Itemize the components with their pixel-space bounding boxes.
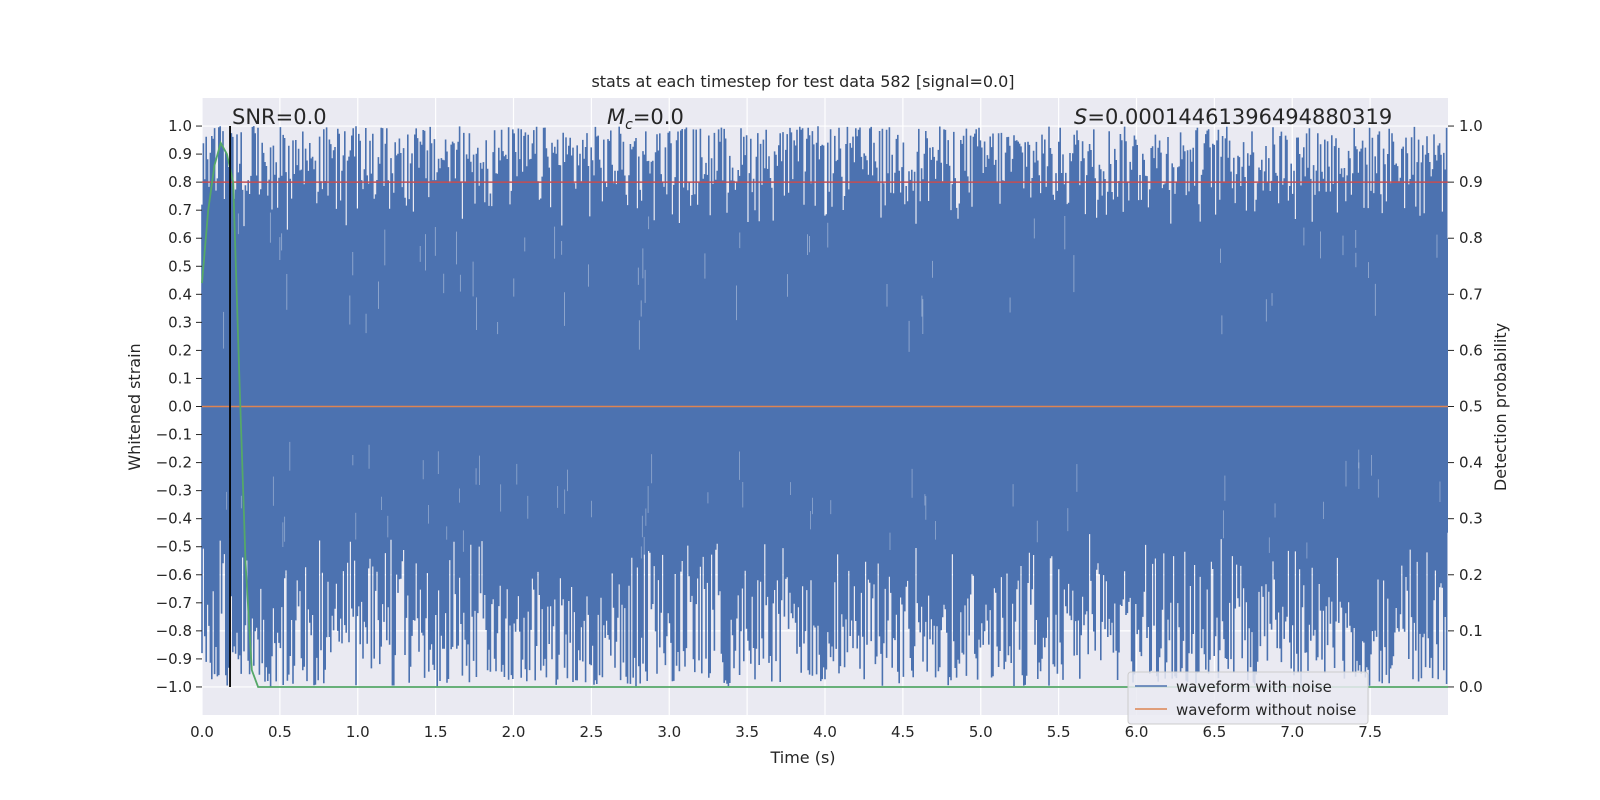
series-detection-probability: [201, 140, 1448, 688]
y-tick-label: −0.4: [156, 510, 192, 528]
legend-box: [1127, 671, 1369, 725]
y2-axis-ticks: 1.0 0.9 0.8 0.7 0.6 0.5 0.4 0.3 0.2 0.1 0.0: [1448, 117, 1483, 696]
x-tick-label: 7.5: [1358, 723, 1382, 741]
y-tick-label: 0.8: [168, 173, 192, 191]
x-tick-label: 6.0: [1125, 723, 1149, 741]
x-axis-label: Time (s): [769, 748, 835, 767]
y-tick-label: −0.7: [156, 594, 192, 612]
x-tick-label: 7.0: [1280, 723, 1304, 741]
y2-tick-label: 0.3: [1459, 510, 1483, 528]
x-tick-label: 5.5: [1047, 723, 1071, 741]
y2-tick-label: 0.6: [1459, 341, 1483, 359]
x-tick-label: 0.0: [190, 723, 214, 741]
legend-label-clean: waveform without noise: [1176, 701, 1356, 719]
y-tick-label: 0.0: [168, 398, 192, 416]
y-tick-label: 0.3: [168, 313, 192, 331]
chart-title: stats at each timestep for test data 582…: [591, 72, 1014, 91]
y-tick-label: −1.0: [156, 678, 192, 696]
y2-tick-label: 0.0: [1459, 678, 1483, 696]
noise-trace: [201, 126, 1448, 687]
y-axis-label: Whitened strain: [125, 343, 144, 470]
x-axis-ticks: 0.0 0.5 1.0 1.5 2.0 2.5 3.0 3.5 4.0 4.5 5.0 5.5 6.0 6…: [190, 723, 1382, 741]
y2-tick-label: 0.9: [1459, 173, 1483, 191]
s-annotation: S=0.00014461396494880319: [1074, 105, 1392, 129]
y2-tick-label: 0.5: [1459, 398, 1483, 416]
y2-tick-label: 0.2: [1459, 566, 1483, 584]
y2-tick-label: 0.7: [1459, 285, 1483, 303]
x-tick-label: 5.0: [969, 723, 993, 741]
x-tick-label: 3.5: [735, 723, 759, 741]
chirp-mass-annotation: Mc=0.0: [607, 105, 684, 133]
y-tick-label: 0.1: [168, 369, 192, 387]
x-tick-label: 4.0: [813, 723, 837, 741]
x-tick-label: 2.5: [579, 723, 603, 741]
y-tick-label: −0.8: [156, 622, 192, 640]
y-tick-label: −0.1: [156, 426, 192, 444]
y2-tick-label: 0.8: [1459, 229, 1483, 247]
x-tick-label: 0.5: [268, 723, 292, 741]
y-tick-label: −0.9: [156, 650, 192, 668]
y2-tick-label: 0.4: [1459, 454, 1483, 472]
x-tick-label: 1.0: [346, 723, 370, 741]
y-tick-label: 0.6: [168, 229, 192, 247]
x-tick-label: 6.5: [1202, 723, 1226, 741]
y-tick-label: 0.5: [168, 257, 192, 275]
y2-tick-label: 1.0: [1459, 117, 1483, 135]
y2-axis-label: Detection probability: [1491, 323, 1510, 491]
y-tick-label: −0.2: [156, 454, 192, 472]
y-tick-label: −0.3: [156, 482, 192, 500]
y-tick-label: −0.6: [156, 566, 192, 584]
y-tick-label: 1.0: [168, 117, 192, 135]
series-waveform-with-noise: [201, 126, 1448, 687]
y-tick-label: 0.7: [168, 201, 192, 219]
legend: waveform with noise waveform without noi…: [1127, 671, 1369, 725]
y-tick-label: 0.4: [168, 285, 192, 303]
y2-tick-label: 0.1: [1459, 622, 1483, 640]
y-tick-label: −0.5: [156, 538, 192, 556]
y-axis-ticks: 1.0 0.9 0.8 0.7 0.6 0.5 0.4 0.3 0.2 0.1 0.0 −0.1 −0.…: [156, 117, 202, 696]
y-tick-label: 0.9: [168, 145, 192, 163]
x-tick-label: 3.0: [657, 723, 681, 741]
x-tick-label: 2.0: [502, 723, 526, 741]
snr-annotation: SNR=0.0: [232, 105, 327, 129]
legend-label-noise: waveform with noise: [1176, 678, 1332, 696]
x-tick-label: 1.5: [424, 723, 448, 741]
y-tick-label: 0.2: [168, 341, 192, 359]
x-tick-label: 4.5: [891, 723, 915, 741]
